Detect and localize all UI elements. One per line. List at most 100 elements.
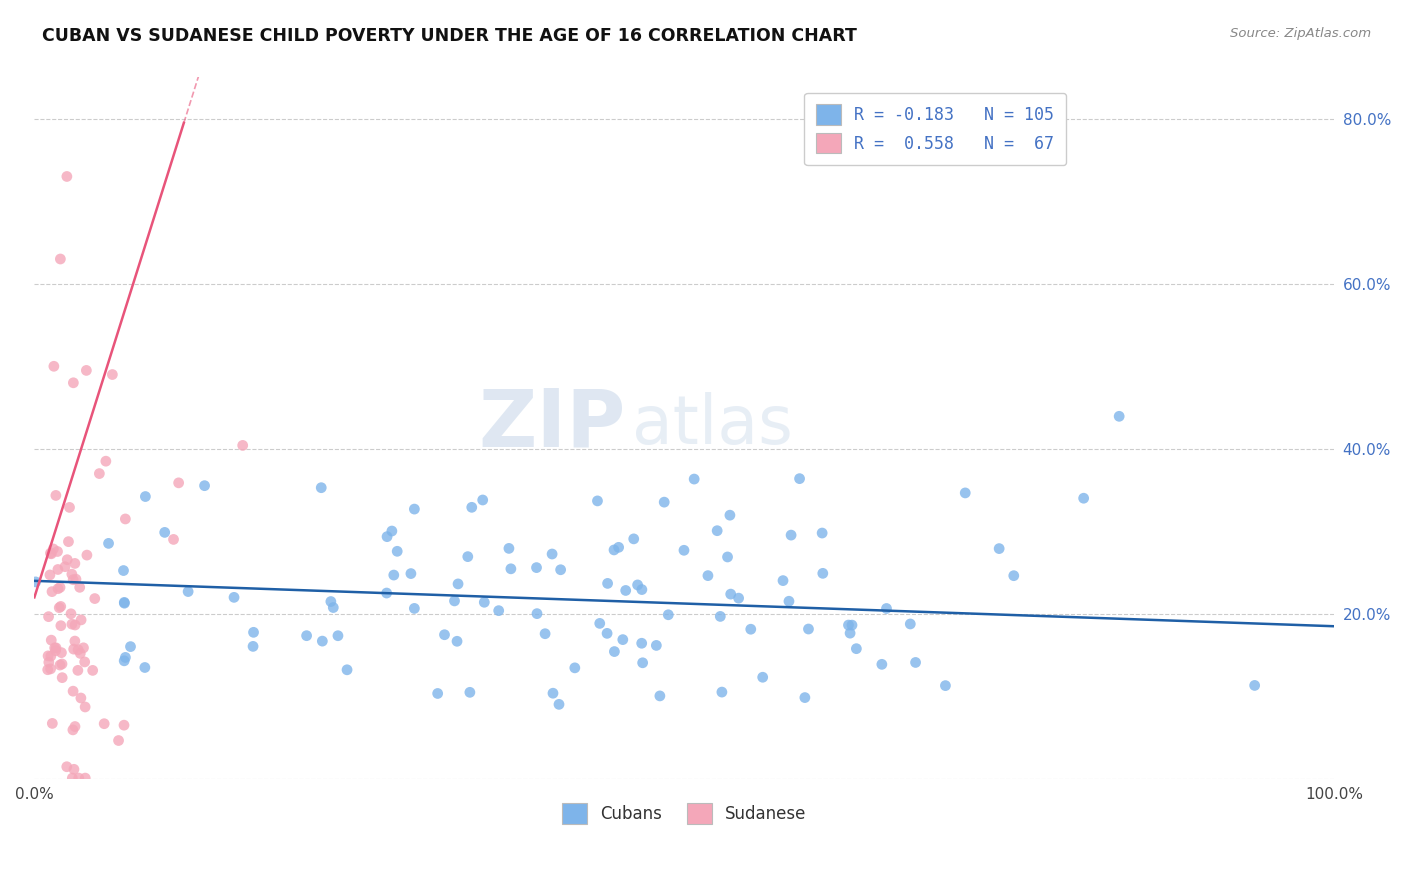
Point xyxy=(499,562,522,576)
Point xyxy=(778,594,800,608)
Point xyxy=(727,591,749,606)
Point xyxy=(51,646,73,660)
Point xyxy=(62,376,84,390)
Point xyxy=(319,594,342,608)
Point xyxy=(564,661,586,675)
Point xyxy=(42,541,65,556)
Point xyxy=(46,544,69,558)
Point xyxy=(49,252,72,266)
Point xyxy=(541,547,564,561)
Point xyxy=(404,502,426,516)
Point xyxy=(62,573,84,587)
Point xyxy=(45,488,67,502)
Point xyxy=(1108,409,1130,424)
Point xyxy=(38,655,60,669)
Point xyxy=(375,530,398,544)
Point xyxy=(811,526,834,541)
Point xyxy=(382,568,405,582)
Point xyxy=(645,639,668,653)
Point xyxy=(242,640,264,654)
Point xyxy=(48,600,70,615)
Point xyxy=(49,581,72,595)
Point xyxy=(751,670,773,684)
Point xyxy=(153,525,176,540)
Point xyxy=(69,580,91,594)
Point xyxy=(75,700,97,714)
Point xyxy=(541,686,564,700)
Point xyxy=(46,582,69,596)
Point xyxy=(716,549,738,564)
Point xyxy=(94,454,117,468)
Point xyxy=(112,595,135,609)
Point xyxy=(114,512,136,526)
Point xyxy=(623,532,645,546)
Point xyxy=(375,586,398,600)
Point xyxy=(652,495,675,509)
Point xyxy=(1073,491,1095,506)
Point xyxy=(58,500,80,515)
Point xyxy=(789,472,811,486)
Point xyxy=(134,660,156,674)
Point xyxy=(89,467,111,481)
Point xyxy=(446,634,468,648)
Point xyxy=(311,634,333,648)
Point xyxy=(709,609,731,624)
Point xyxy=(309,481,332,495)
Point xyxy=(44,640,66,655)
Point xyxy=(55,760,77,774)
Point xyxy=(706,524,728,538)
Point xyxy=(112,654,135,668)
Point xyxy=(740,622,762,636)
Point xyxy=(443,594,465,608)
Point xyxy=(62,723,84,737)
Point xyxy=(898,617,921,632)
Point xyxy=(39,649,62,664)
Point xyxy=(67,642,90,657)
Point xyxy=(934,679,956,693)
Point xyxy=(471,493,494,508)
Point xyxy=(607,541,630,555)
Point xyxy=(498,541,520,556)
Point xyxy=(112,718,135,732)
Point xyxy=(63,719,86,733)
Point xyxy=(626,578,648,592)
Point xyxy=(53,559,76,574)
Point xyxy=(24,574,46,589)
Point xyxy=(112,564,135,578)
Point xyxy=(772,574,794,588)
Point xyxy=(93,716,115,731)
Point xyxy=(326,629,349,643)
Point xyxy=(550,563,572,577)
Point xyxy=(837,618,859,632)
Point xyxy=(39,547,62,561)
Point xyxy=(793,690,815,705)
Point xyxy=(46,562,69,576)
Legend: Cubans, Sudanese: Cubans, Sudanese xyxy=(551,793,817,834)
Point xyxy=(63,762,86,776)
Point xyxy=(107,733,129,747)
Point xyxy=(42,359,65,374)
Point xyxy=(458,685,481,699)
Point xyxy=(193,478,215,492)
Point xyxy=(82,664,104,678)
Point xyxy=(526,560,548,574)
Point xyxy=(841,618,863,632)
Point xyxy=(1002,568,1025,582)
Point xyxy=(596,576,619,591)
Point xyxy=(75,363,97,377)
Point xyxy=(65,572,87,586)
Point xyxy=(49,658,72,673)
Point xyxy=(1243,678,1265,692)
Point xyxy=(322,600,344,615)
Point xyxy=(589,616,612,631)
Point xyxy=(876,601,898,615)
Point xyxy=(433,628,456,642)
Point xyxy=(399,566,422,581)
Point xyxy=(381,524,404,538)
Point xyxy=(657,607,679,622)
Text: atlas: atlas xyxy=(633,392,793,458)
Point xyxy=(63,557,86,571)
Point xyxy=(38,609,60,624)
Point xyxy=(62,642,84,657)
Point xyxy=(780,528,803,542)
